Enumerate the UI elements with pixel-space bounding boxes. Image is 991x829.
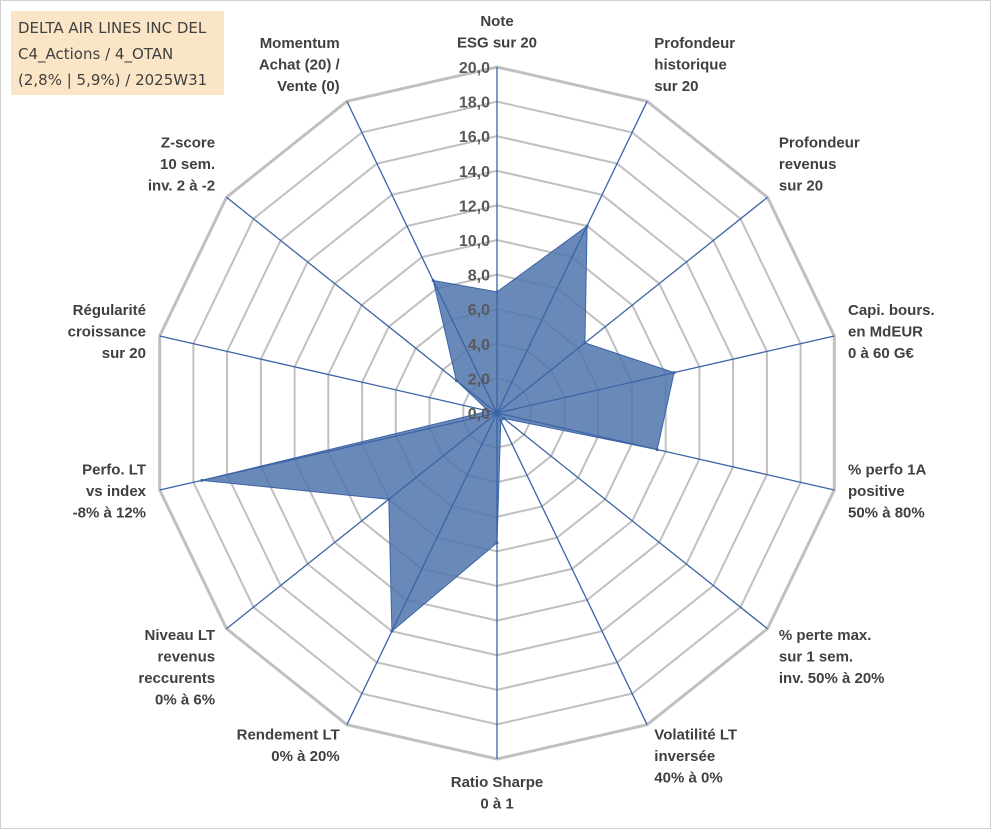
axis-label-line: inv. 50% à 20% bbox=[779, 670, 885, 687]
axis-label-line: Perfo. LT bbox=[82, 461, 146, 478]
axis-label-line: Note bbox=[480, 13, 513, 30]
axis-spoke bbox=[496, 412, 768, 630]
axis-label-line: inversée bbox=[654, 748, 715, 765]
axis-label: Momentum Achat (20) / Vente (0) bbox=[259, 35, 341, 95]
title-line-category: C4_Actions / 4_OTAN bbox=[18, 45, 174, 63]
axis-label-line: historique bbox=[654, 57, 727, 74]
axis-label-line: Régularité bbox=[73, 302, 146, 319]
axis-label: % perfo 1A positive 50% à 80% bbox=[848, 461, 927, 521]
axis-spoke bbox=[226, 196, 498, 414]
tick-label: 14,0 bbox=[459, 164, 490, 181]
axis-label-line: Niveau LT bbox=[145, 627, 216, 644]
axis-spoke bbox=[496, 412, 648, 725]
axis-label: Rendement LT 0% à 20% bbox=[237, 727, 340, 766]
axis-label-line: 0% à 6% bbox=[155, 692, 215, 709]
axis-label-line: Capi. bours. bbox=[848, 302, 935, 319]
axis-label-line: sur 20 bbox=[102, 345, 146, 362]
axis-spoke bbox=[496, 412, 835, 491]
axis-label-line: Ratio Sharpe bbox=[451, 774, 544, 791]
axis-label-line: sur 1 sem. bbox=[779, 649, 853, 666]
axis-spoke bbox=[346, 101, 498, 414]
tick-label: 2,0 bbox=[468, 371, 490, 388]
axis-label: Niveau LT revenus reccurents 0% à 6% bbox=[138, 627, 215, 709]
axis-label-line: Profondeur bbox=[654, 35, 735, 52]
axis-label-line: -8% à 12% bbox=[73, 504, 146, 521]
axis-label: Régularité croissance sur 20 bbox=[68, 302, 146, 362]
axis-spoke bbox=[496, 335, 835, 414]
axis-label: Volatilité LT inversée 40% à 0% bbox=[654, 727, 737, 787]
axis-label: Profondeur historique sur 20 bbox=[654, 35, 735, 95]
axis-label: Note ESG sur 20 bbox=[457, 13, 537, 52]
axis-label-line: Achat (20) / bbox=[259, 57, 341, 74]
tick-label: 0,0 bbox=[468, 406, 490, 423]
axis-spoke bbox=[159, 412, 498, 491]
axis-label-line: reccurents bbox=[138, 670, 215, 687]
axis-label: Ratio Sharpe 0 à 1 bbox=[451, 774, 544, 813]
axis-label-line: Rendement LT bbox=[237, 727, 340, 744]
axis-label: Profondeur revenus sur 20 bbox=[779, 134, 860, 194]
axis-label-line: % perfo 1A bbox=[848, 461, 927, 478]
tick-label: 16,0 bbox=[459, 129, 490, 146]
axis-label: Perfo. LT vs index -8% à 12% bbox=[73, 461, 147, 521]
axis-label-line: inv. 2 à -2 bbox=[148, 177, 215, 194]
axis-label-line: 0% à 20% bbox=[271, 748, 339, 765]
axis-label-line: % perte max. bbox=[779, 627, 872, 644]
axis-label-line: 40% à 0% bbox=[654, 770, 722, 787]
axis-label-line: revenus bbox=[158, 649, 216, 666]
axis-label-line: Vente (0) bbox=[277, 78, 340, 95]
tick-label: 12,0 bbox=[459, 198, 490, 215]
axis-label-line: 0 à 60 G€ bbox=[848, 345, 915, 362]
tick-label: 4,0 bbox=[468, 337, 490, 354]
axis-label-line: 0 à 1 bbox=[480, 796, 513, 813]
axis-label-line: croissance bbox=[68, 324, 146, 341]
axis-label-line: 10 sem. bbox=[160, 156, 215, 173]
axis-label-line: Z-score bbox=[161, 134, 215, 151]
axis-label: Z-score 10 sem. inv. 2 à -2 bbox=[148, 134, 215, 194]
axis-label-line: sur 20 bbox=[779, 177, 823, 194]
tick-label: 20,0 bbox=[459, 60, 490, 77]
axis-label-line: en MdEUR bbox=[848, 324, 923, 341]
title-line-company: DELTA AIR LINES INC DEL bbox=[18, 19, 207, 37]
title-line-period: (2,8% | 5,9%) / 2025W31 bbox=[18, 71, 208, 89]
axis-spoke bbox=[496, 101, 648, 414]
axis-label-line: ESG sur 20 bbox=[457, 35, 537, 52]
axis-spoke bbox=[226, 412, 498, 630]
axis-label-line: 50% à 80% bbox=[848, 504, 925, 521]
axis-label-line: sur 20 bbox=[654, 78, 698, 95]
axis-label-line: revenus bbox=[779, 156, 837, 173]
axis-label-line: positive bbox=[848, 483, 905, 500]
axis-label-line: vs index bbox=[86, 483, 147, 500]
axis-spoke bbox=[159, 335, 498, 414]
axis-label: Capi. bours. en MdEUR 0 à 60 G€ bbox=[848, 302, 935, 362]
tick-label: 6,0 bbox=[468, 302, 490, 319]
axis-label: % perte max. sur 1 sem. inv. 50% à 20% bbox=[779, 627, 885, 687]
axis-spoke bbox=[346, 412, 498, 725]
axis-label-line: Momentum bbox=[260, 35, 340, 52]
tick-label: 10,0 bbox=[459, 233, 490, 250]
tick-label: 18,0 bbox=[459, 95, 490, 112]
axis-spoke bbox=[496, 196, 768, 414]
chart-title-box: DELTA AIR LINES INC DEL C4_Actions / 4_O… bbox=[11, 11, 224, 95]
axis-label-line: Volatilité LT bbox=[654, 727, 737, 744]
axis-label-line: Profondeur bbox=[779, 134, 860, 151]
tick-label: 8,0 bbox=[468, 268, 490, 285]
